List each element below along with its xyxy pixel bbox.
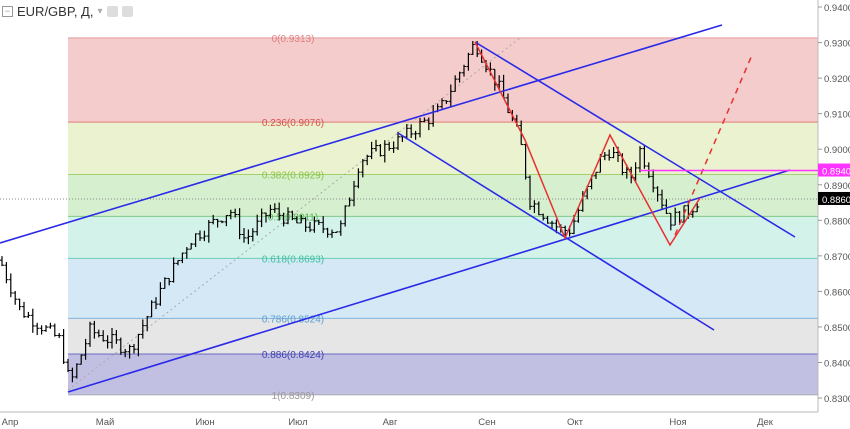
dropdown-icon[interactable]: ▾ (97, 6, 103, 17)
fib-level-label: 0.236(0.9076) (262, 118, 324, 129)
x-tick-label: Дек (757, 417, 774, 428)
x-tick-label: Сен (478, 417, 495, 428)
trend-channel-line (0, 24, 723, 244)
fib-zone (68, 216, 818, 259)
collapse-icon[interactable]: − (2, 6, 13, 17)
fib-level-label: 0(0.9313) (272, 34, 315, 45)
trend-channel-line (397, 132, 715, 331)
fib-zone (68, 353, 818, 395)
fib-level-label: 0.618(0.8693) (262, 254, 324, 265)
symbol-label[interactable]: EUR/GBP, Д, (17, 4, 94, 19)
fib-level-label: 0.786(0.8524) (262, 314, 324, 325)
fib-level-label: 0.886(0.8424) (262, 350, 324, 361)
x-tick-label: Июл (288, 417, 307, 428)
trend-channel-line (67, 169, 791, 393)
pattern-line (474, 41, 701, 247)
current-price-badge (818, 191, 850, 205)
x-tick-label: Июн (195, 417, 214, 428)
x-tick-label: Ноя (669, 417, 686, 428)
fib-level-label: 1(0.8309) (272, 391, 315, 402)
eye-icon[interactable] (106, 6, 118, 17)
trend-channel-line (474, 41, 796, 238)
x-tick-label: Авг (383, 417, 398, 428)
fib-level-label: 0.382(0.8929) (262, 170, 324, 181)
marker-price-label: 0.8940 (822, 167, 850, 178)
fib-zone (68, 122, 818, 175)
fib-zone (68, 37, 818, 123)
chart-header: − EUR/GBP, Д, ▾ (2, 4, 133, 19)
marker-price-badge (818, 163, 850, 177)
x-tick-label: Окт (567, 417, 584, 428)
x-tick-label: Апр (2, 417, 19, 428)
fib-zone (68, 258, 818, 319)
fib-zone (68, 318, 818, 354)
current-price-label: 0.8860 (822, 195, 850, 206)
x-tick-label: Май (96, 417, 115, 428)
settings-icon[interactable] (121, 6, 133, 17)
y-tick-label: 0.8300 (824, 394, 850, 405)
